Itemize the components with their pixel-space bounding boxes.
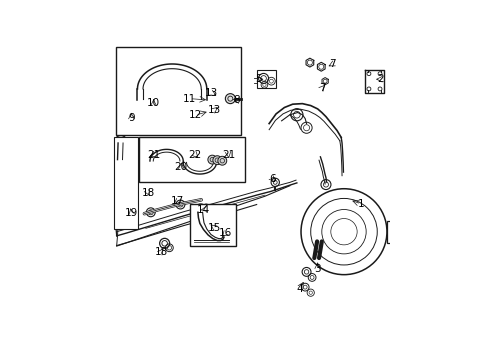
Bar — [116, 47, 241, 135]
Text: 18: 18 — [154, 247, 168, 257]
Circle shape — [208, 155, 217, 164]
Text: 4: 4 — [296, 284, 303, 293]
Circle shape — [213, 156, 222, 165]
Bar — [257, 69, 276, 87]
Text: 6: 6 — [269, 174, 276, 184]
Text: 17: 17 — [171, 196, 184, 206]
Text: 7: 7 — [319, 82, 326, 93]
Bar — [139, 138, 245, 183]
Text: 19: 19 — [125, 208, 138, 218]
Bar — [190, 204, 236, 246]
Text: 14: 14 — [197, 204, 210, 215]
Circle shape — [218, 156, 227, 165]
Text: 10: 10 — [147, 98, 160, 108]
Text: 16: 16 — [219, 228, 232, 238]
Bar — [114, 138, 138, 229]
Text: 21: 21 — [147, 150, 160, 159]
Text: 5: 5 — [255, 74, 262, 84]
Text: 21: 21 — [222, 150, 235, 159]
Text: 3: 3 — [315, 264, 321, 274]
Text: 13: 13 — [205, 88, 219, 98]
Text: 22: 22 — [189, 150, 202, 159]
Text: 7: 7 — [330, 59, 336, 69]
Text: 11: 11 — [183, 94, 196, 104]
Circle shape — [225, 94, 235, 104]
Text: 2: 2 — [377, 74, 384, 84]
Text: 13: 13 — [208, 105, 221, 115]
Text: 9: 9 — [128, 113, 135, 123]
Text: 15: 15 — [208, 222, 221, 233]
Text: 18: 18 — [142, 188, 155, 198]
Text: 20: 20 — [175, 162, 188, 172]
Text: 12: 12 — [189, 110, 202, 120]
Bar — [387, 221, 408, 243]
Text: 8: 8 — [233, 95, 240, 105]
Text: 1: 1 — [358, 199, 365, 209]
